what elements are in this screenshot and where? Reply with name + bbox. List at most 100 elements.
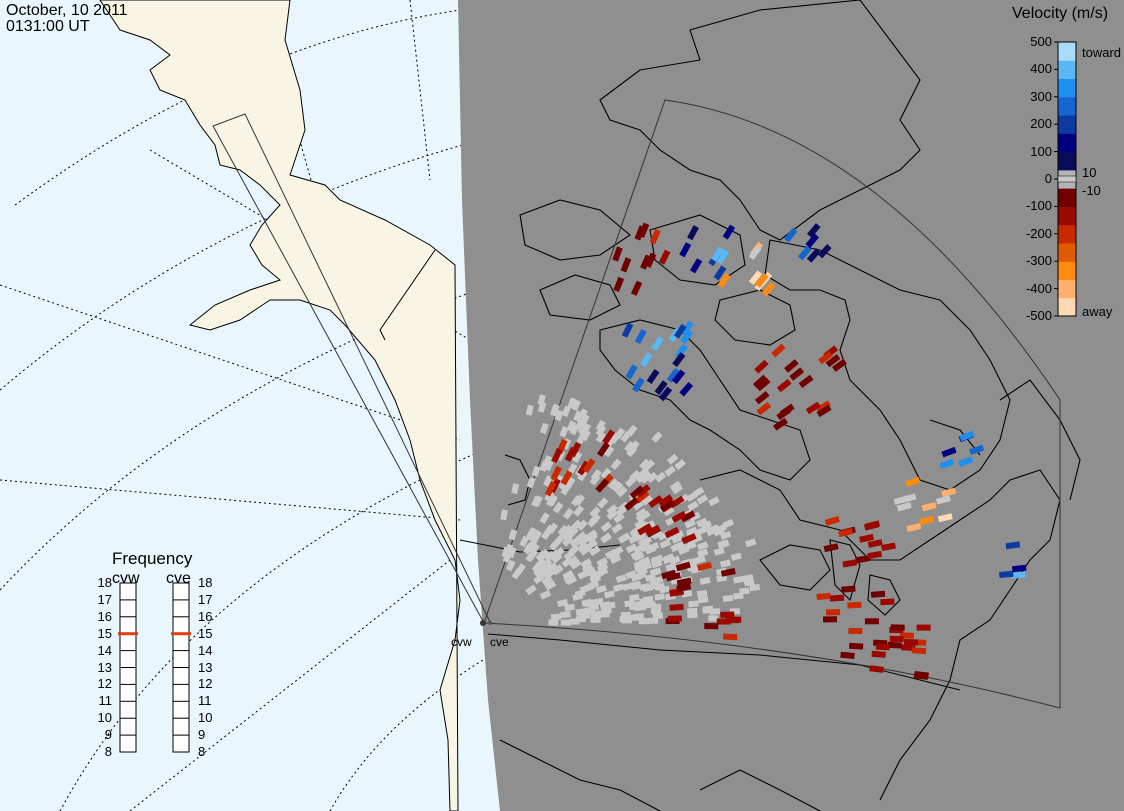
colorbar-tick-label: 500 — [1030, 34, 1052, 49]
velocity-cell — [600, 521, 613, 533]
velocity-cell — [613, 583, 625, 592]
velocity-cell — [696, 494, 709, 505]
velocity-cell — [807, 223, 821, 238]
velocity-cell — [583, 582, 595, 592]
velocity-cell — [674, 343, 688, 359]
velocity-cell — [544, 481, 557, 497]
velocity-cell — [563, 549, 576, 561]
velocity-cell — [716, 249, 730, 265]
velocity-cell — [589, 506, 601, 518]
velocity-cell — [584, 566, 597, 577]
velocity-cell — [748, 270, 763, 286]
velocity-cell — [745, 538, 757, 548]
frequency-radar-cvw-label: cvw — [112, 570, 140, 587]
velocity-cell — [647, 542, 660, 552]
velocity-cell — [937, 513, 953, 523]
velocity-cell — [686, 491, 698, 502]
velocity-cell — [704, 623, 719, 630]
velocity-cell — [586, 539, 599, 550]
velocity-cell — [697, 596, 709, 604]
velocity-cell — [686, 526, 698, 537]
velocity-cell — [646, 369, 660, 384]
velocity-cell — [797, 245, 812, 261]
velocity-cell — [566, 420, 577, 432]
velocity-cell — [771, 343, 786, 358]
frequency-scale-label: 17 — [97, 591, 112, 607]
velocity-cell — [539, 422, 549, 435]
velocity-cell — [654, 471, 667, 483]
velocity-cell — [576, 519, 588, 531]
velocity-cell — [680, 320, 694, 336]
velocity-cell — [869, 665, 884, 673]
frequency-scale-label: 14 — [97, 642, 112, 658]
velocity-cell — [542, 455, 553, 467]
velocity-cell — [832, 358, 847, 372]
frequency-marker-cve — [171, 632, 191, 636]
velocity-cell — [958, 456, 974, 467]
frequency-scale-label: 12 — [97, 676, 112, 692]
velocity-cell — [613, 276, 625, 293]
colorbar-swatch — [1058, 188, 1076, 207]
velocity-cell — [579, 544, 592, 556]
velocity-cell — [665, 562, 677, 572]
velocity-cell — [561, 535, 574, 547]
velocity-cell — [901, 644, 916, 651]
velocity-cell — [652, 612, 663, 620]
colorbar-swatch — [1058, 261, 1076, 280]
velocity-cell — [635, 570, 647, 580]
velocity-cell — [815, 400, 832, 413]
frequency-scale-label: 18 — [198, 575, 213, 590]
velocity-cell — [571, 399, 581, 411]
colorbar-tick-pos10: 10 — [1082, 165, 1097, 180]
velocity-cell — [755, 377, 771, 392]
colorbar-swatch — [1058, 115, 1076, 134]
velocity-cell — [664, 526, 680, 539]
colorbar-swatch — [1058, 279, 1076, 299]
frequency-scale-label: 11 — [198, 693, 212, 709]
velocity-cell — [569, 559, 582, 570]
velocity-cell — [748, 245, 762, 261]
velocity-cell — [505, 559, 516, 572]
velocity-cell — [624, 497, 639, 511]
velocity-cell — [671, 369, 686, 385]
velocity-cell — [881, 542, 896, 552]
velocity-cell — [607, 478, 620, 490]
velocity-cell — [621, 617, 633, 624]
velocity-cell — [591, 569, 604, 580]
velocity-cell — [531, 465, 541, 478]
velocity-cell — [680, 510, 696, 523]
velocity-cell — [595, 424, 607, 437]
frequency-radar-cve-label: cve — [166, 570, 191, 587]
velocity-cell — [681, 533, 697, 545]
colorbar-title: Velocity (m/s) — [1012, 5, 1109, 22]
velocity-cell — [548, 619, 559, 626]
velocity-cell — [711, 246, 724, 262]
velocity-cell — [563, 573, 576, 584]
velocity-cell — [859, 533, 874, 543]
velocity-cell — [616, 486, 628, 498]
velocity-cell — [742, 574, 754, 582]
velocity-cell — [611, 522, 623, 534]
velocity-cell — [600, 467, 612, 480]
velocity-cell — [689, 258, 703, 274]
velocity-cell — [560, 619, 571, 626]
velocity-cell — [500, 509, 508, 521]
velocity-cell — [689, 511, 701, 522]
velocity-cell — [541, 562, 554, 574]
velocity-cell — [543, 475, 553, 487]
velocity-cell — [688, 600, 699, 608]
velocity-cell — [549, 405, 559, 417]
velocity-cell — [867, 539, 883, 548]
velocity-cell — [634, 518, 647, 530]
colorbar-swatch — [1058, 133, 1076, 153]
velocity-cell — [572, 451, 583, 464]
velocity-cell — [557, 598, 569, 608]
velocity-cell — [687, 500, 699, 511]
velocity-cell — [941, 446, 957, 458]
velocity-cell — [658, 494, 674, 508]
velocity-cell — [632, 377, 645, 393]
frequency-scale-label: 9 — [104, 727, 112, 743]
velocity-cell — [822, 616, 838, 623]
colorbar-swatch — [1058, 206, 1076, 226]
velocity-cell — [580, 558, 593, 569]
